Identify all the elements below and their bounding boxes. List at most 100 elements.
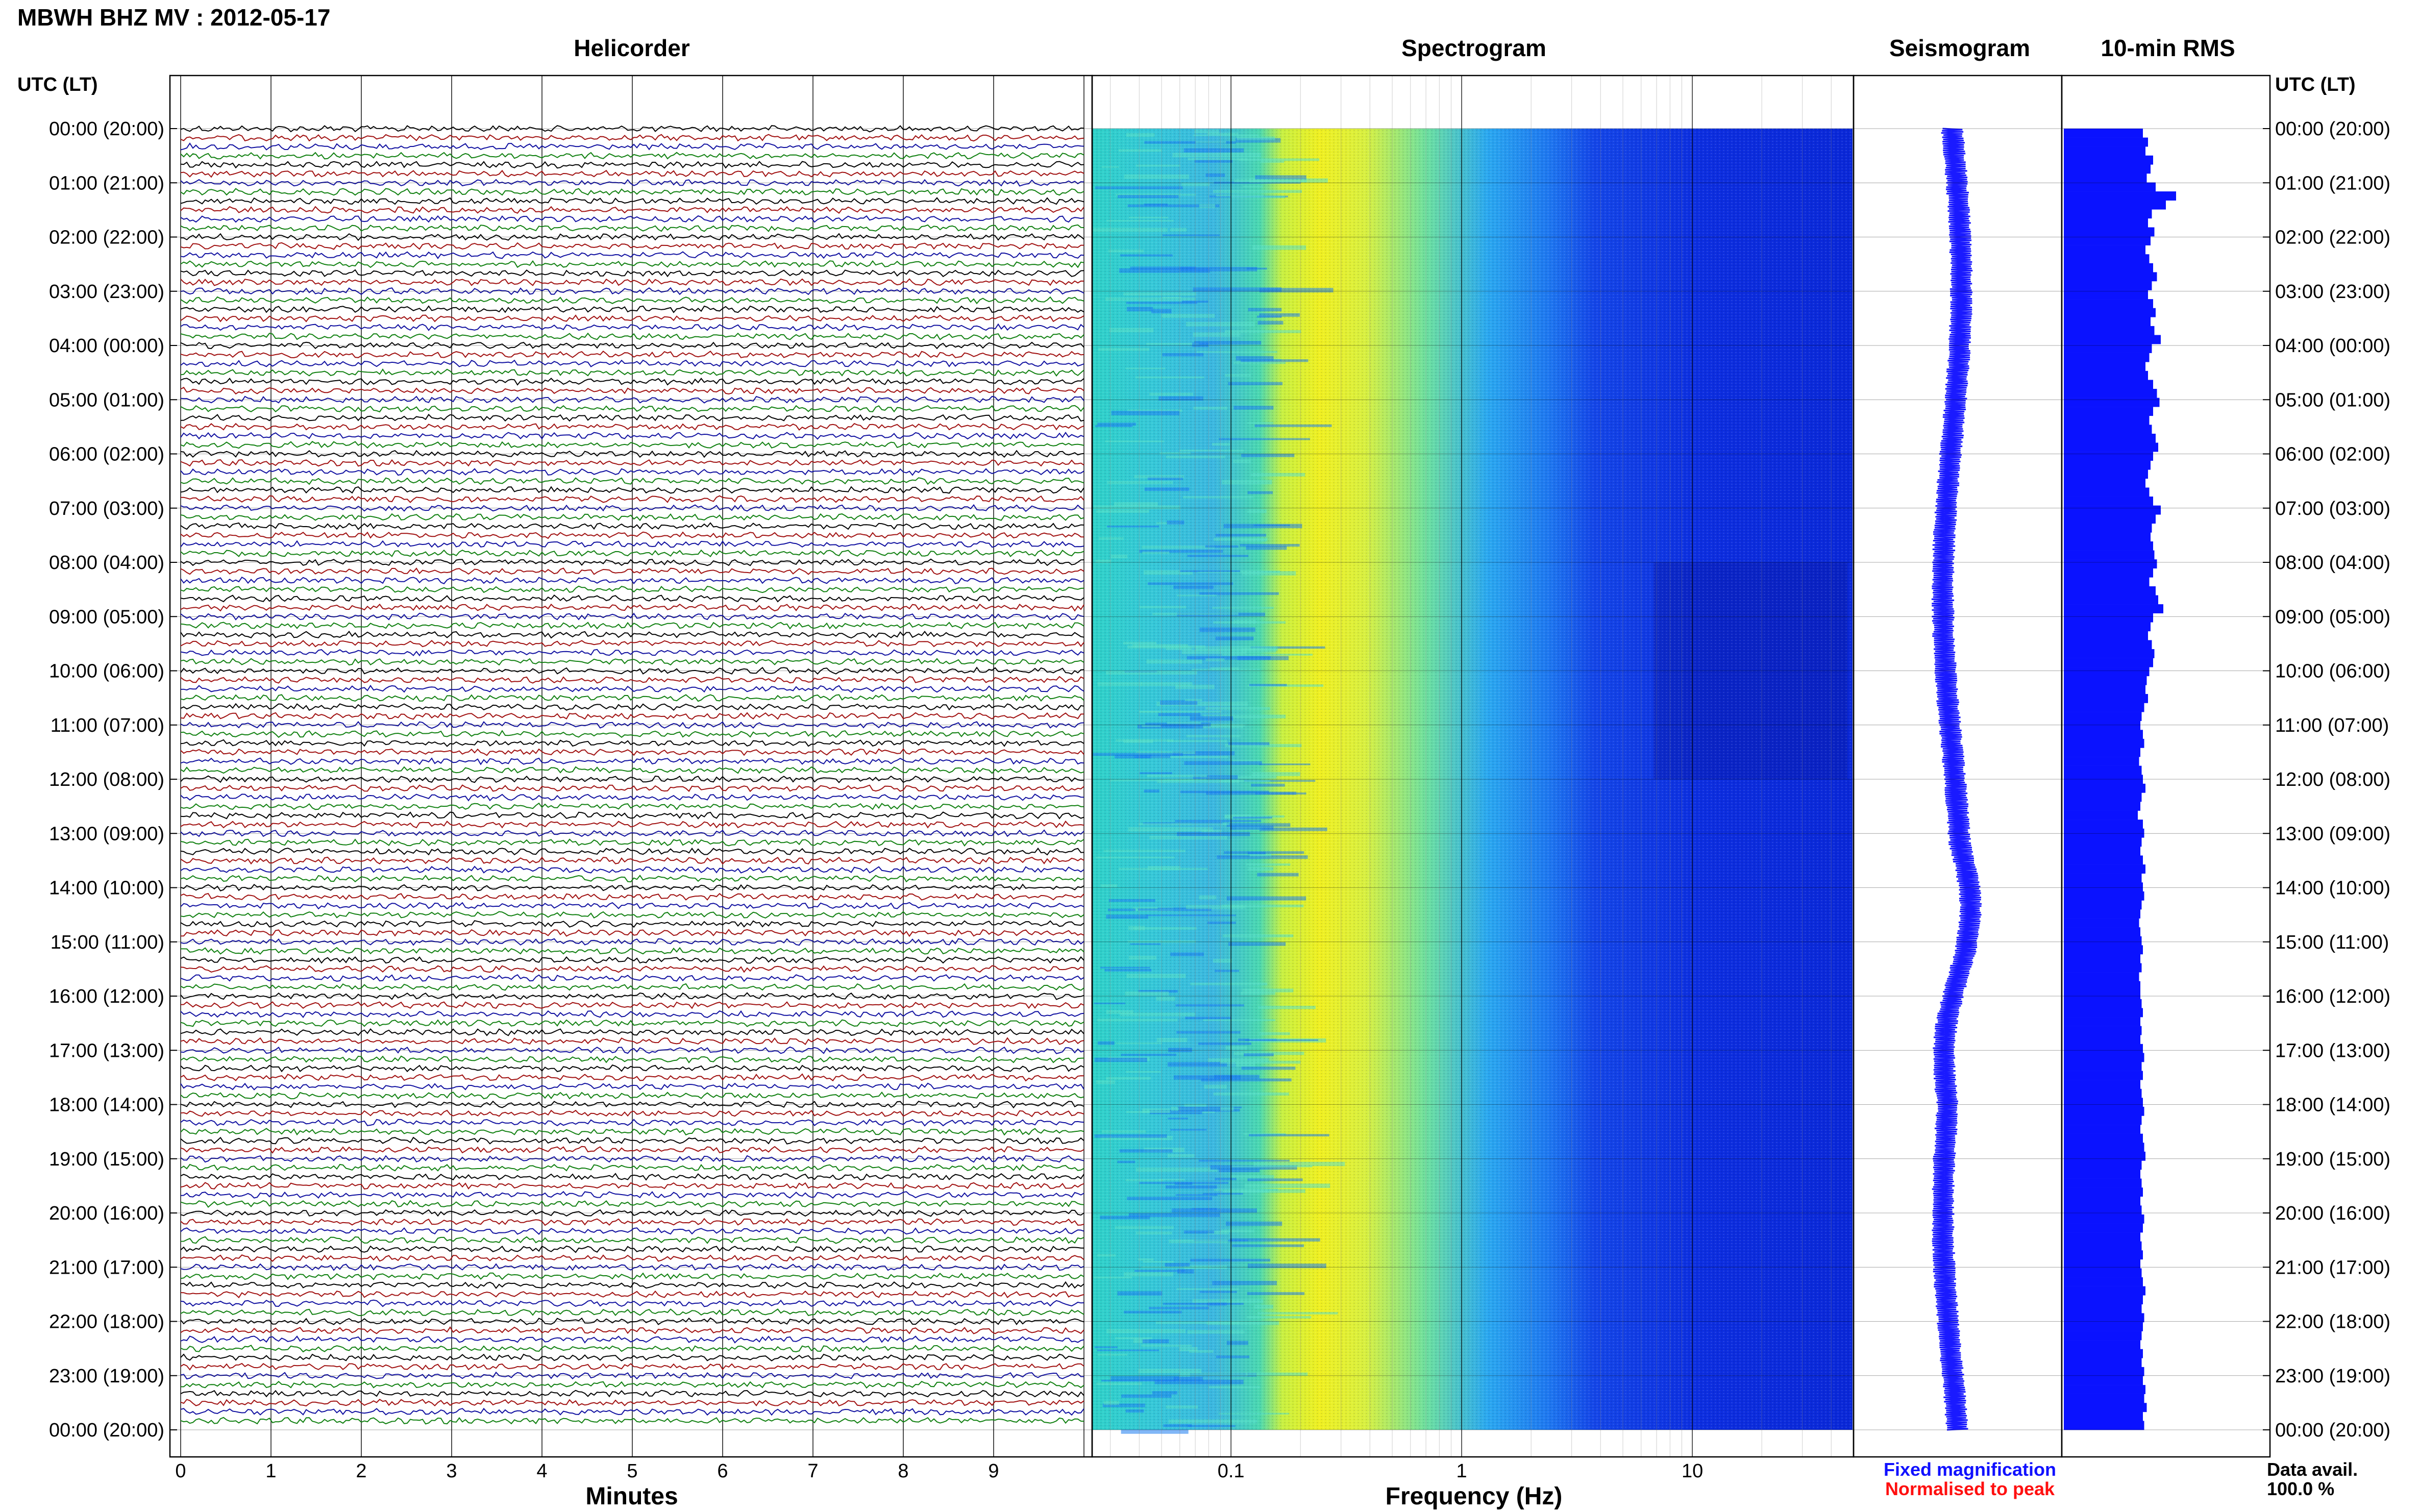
helicorder-trace: [180, 1299, 1084, 1307]
rms-bar: [2064, 209, 2152, 219]
rms-bar: [2064, 1403, 2147, 1412]
rms-bar: [2064, 1304, 2142, 1313]
rms-bar: [2064, 146, 2145, 156]
rms-bar: [2064, 425, 2152, 434]
rms-bar: [2064, 595, 2158, 605]
rms-bar: [2064, 927, 2140, 937]
helicorder-trace: [180, 585, 1084, 593]
helicorder-trace: [180, 305, 1084, 313]
rms-bar: [2064, 1143, 2144, 1152]
helicorder-trace: [180, 1362, 1084, 1371]
rms-bar: [2064, 1241, 2142, 1251]
rms-bar: [2064, 1259, 2140, 1269]
time-label-left: 02:00 (22:00): [49, 227, 164, 249]
rms-bar: [2064, 586, 2156, 596]
helicorder-trace: [180, 1010, 1084, 1019]
minute-tick-label: 5: [627, 1460, 637, 1482]
time-label-left: 15:00 (11:00): [51, 932, 164, 953]
rms-bar: [2064, 1008, 2143, 1018]
helicorder-trace: [180, 359, 1084, 367]
left-axis-header: UTC (LT): [17, 74, 98, 95]
helicorder-trace: [180, 540, 1084, 548]
rms-bar: [2064, 1376, 2143, 1385]
helicorder-trace: [180, 1317, 1084, 1326]
minute-tick-label: 7: [807, 1460, 818, 1482]
time-label-right: 12:00 (08:00): [2275, 769, 2390, 790]
helicorder-trace: [180, 1290, 1084, 1299]
frequency-tick-label: 10: [1682, 1460, 1703, 1482]
helicorder-trace: [180, 1345, 1084, 1353]
helicorder-trace: [180, 1155, 1084, 1163]
time-label-left: 17:00 (13:00): [49, 1040, 164, 1061]
rms-bar: [2064, 846, 2140, 856]
helicorder-trace: [180, 847, 1084, 856]
rms-bar: [2064, 559, 2157, 569]
helicorder-trace: [180, 152, 1084, 160]
helicorder-trace: [180, 721, 1084, 729]
helicorder-trace: [180, 883, 1084, 891]
time-label-left: 13:00 (09:00): [49, 823, 164, 845]
frequency-tick-label: 1: [1457, 1460, 1467, 1482]
helicorder-trace: [180, 676, 1084, 684]
time-label-left: 04:00 (00:00): [49, 335, 164, 357]
rms-bar: [2064, 1080, 2140, 1089]
helicorder-trace: [180, 1128, 1084, 1136]
rms-bar: [2064, 326, 2155, 335]
helicorder-trace: [180, 341, 1084, 350]
rms-bar: [2064, 855, 2143, 865]
rms-bar: [2064, 783, 2145, 793]
rms-bar: [2064, 460, 2151, 470]
helicorder-trace: [180, 1019, 1084, 1028]
rms-bar: [2064, 990, 2140, 1000]
rms-bar: [2064, 335, 2161, 344]
rms-bar: [2064, 550, 2155, 560]
rms-bar: [2064, 1106, 2144, 1116]
helicorder-trace: [180, 920, 1084, 928]
helicorder-trace: [180, 1245, 1084, 1253]
helicorder-trace: [180, 169, 1084, 178]
rms-bar: [2064, 389, 2157, 398]
helicorder-trace: [181, 1380, 1084, 1389]
rms-bar: [2064, 236, 2151, 245]
rms-bar: [2064, 828, 2144, 838]
time-label-left: 06:00 (02:00): [49, 444, 164, 465]
time-label-right: 23:00 (19:00): [2275, 1366, 2390, 1387]
rms-bar: [2064, 245, 2145, 255]
rms-bar: [2064, 1088, 2142, 1098]
rms-bar: [2064, 299, 2153, 309]
helicorder-trace: [180, 983, 1084, 991]
page-title: MBWH BHZ MV : 2012-05-17: [17, 4, 330, 31]
rms-bar: [2064, 362, 2145, 371]
helicorder-trace: [180, 902, 1084, 910]
helicorder-trace: [180, 911, 1084, 919]
rms-bar: [2064, 712, 2142, 721]
rms-bar: [2064, 945, 2143, 955]
time-label-left: 11:00 (07:00): [51, 715, 164, 736]
rms-bar: [2064, 568, 2153, 578]
rms-bar: [2064, 693, 2148, 703]
rms-bar: [2064, 281, 2152, 290]
rms-bar: [2064, 1196, 2140, 1206]
helicorder-trace: [180, 1353, 1084, 1361]
minute-tick-label: 6: [717, 1460, 728, 1482]
time-label-right: 21:00 (17:00): [2275, 1257, 2390, 1278]
rms-bar: [2064, 1223, 2143, 1233]
helicorder-trace: [180, 1281, 1084, 1290]
rms-bar: [2064, 505, 2161, 515]
rms-bar: [2064, 604, 2163, 613]
helicorder-trace: [180, 893, 1084, 901]
helicorder-trace: [180, 739, 1084, 747]
helicorder-trace: [180, 974, 1084, 982]
rms-bar: [2064, 1250, 2143, 1260]
rms-bar: [2064, 613, 2153, 623]
helicorder-trace: [180, 1100, 1084, 1109]
helicorder-trace: [180, 1064, 1084, 1073]
time-label-left: 00:00 (20:00): [49, 1420, 164, 1441]
rms-bar: [2064, 370, 2148, 380]
helicorder-trace: [180, 549, 1084, 558]
helicorder-trace: [180, 378, 1084, 386]
helicorder-trace: [180, 666, 1084, 675]
rms-bar: [2064, 631, 2148, 640]
rms-bar: [2064, 1035, 2140, 1045]
helicorder-trace: [180, 423, 1084, 431]
